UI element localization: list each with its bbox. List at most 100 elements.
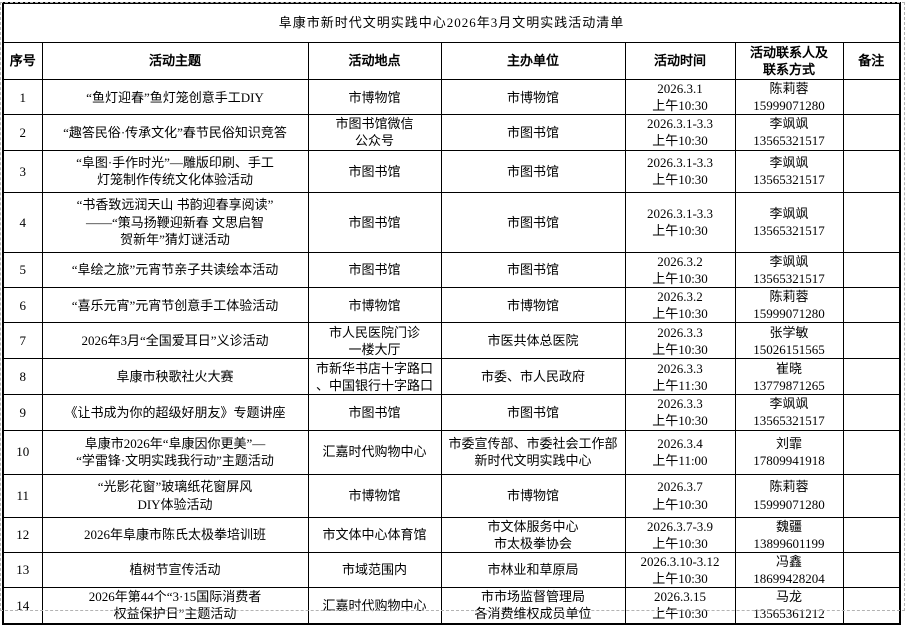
cell-theme: “光影花窗”玻璃纸花窗屏风 DIY体验活动	[41, 473, 309, 518]
cell-location: 市图书馆微信 公众号	[307, 114, 442, 151]
cell-organizer: 市图书馆	[440, 114, 626, 151]
cell-line: “趣答民俗·传承文化”春节民俗知识竞答	[63, 124, 287, 140]
cell-line: 13565321517	[753, 413, 825, 429]
cell-line: 上午10:30	[652, 306, 708, 322]
cell-line: 灯笼制作传统文化体验活动	[96, 172, 253, 188]
cell-contact: 李飒飒 13565321517	[734, 394, 844, 431]
cell-line: 10	[16, 444, 30, 460]
table-row: 10 阜康市2026年“阜康因你更美”— “学雷锋·文明实践我行动”主题活动 汇嘉时代…	[2, 429, 901, 475]
cell-remark	[842, 149, 901, 193]
cell-contact: 刘霏 17809941918	[734, 429, 844, 475]
cell-line: 活动时间	[653, 53, 706, 69]
cell-organizer: 市委宣传部、市委社会工作部 新时代文明实践中心	[440, 429, 626, 475]
column-header-seq: 序号	[2, 42, 43, 80]
cell-line: 马龙	[775, 589, 802, 605]
cell-line: 13565321517	[753, 223, 825, 239]
cell-theme: “趣答民俗·传承文化”春节民俗知识竞答	[41, 114, 309, 151]
cell-location: 汇嘉时代购物中心	[307, 429, 442, 475]
column-header-contact: 活动联系人及 联系方式	[734, 42, 844, 80]
column-header-theme: 活动主题	[41, 42, 309, 80]
cell-remark	[842, 286, 901, 324]
cell-line: 3	[19, 163, 27, 179]
cell-theme: 阜康市秧歌社火大赛	[41, 358, 309, 396]
cell-line: 陈莉蓉	[769, 81, 809, 96]
cell-organizer: 市委、市人民政府	[440, 358, 626, 396]
cell-line: 李飒飒	[769, 396, 809, 412]
cell-location: 市图书馆	[307, 191, 442, 253]
cell-line: 8	[19, 369, 27, 385]
cell-line: 刘霏	[775, 435, 802, 451]
cell-seq: 13	[2, 551, 43, 589]
cell-remark	[842, 551, 901, 589]
cell-line: 4	[19, 214, 27, 230]
cell-time: 2026.3.1 上午10:30	[624, 78, 736, 116]
table-row: 7 2026年3月“全国爱耳日”义诊活动 市人民医院门诊 一楼大厅 市医共体总医院 202…	[2, 322, 901, 360]
cell-line: 各消费维权成员单位	[474, 606, 592, 622]
cell-line: 2026.3.1-3.3	[646, 154, 714, 170]
cell-time: 2026.3.3 上午11:30	[624, 358, 736, 396]
cell-line: 一楼大厅	[348, 341, 401, 357]
cell-seq: 6	[2, 286, 43, 324]
cell-line: 13565361212	[753, 606, 825, 622]
table-row: 11 “光影花窗”玻璃纸花窗屏风 DIY体验活动 市博物馆 市博物馆 2026.3.7 上午…	[2, 473, 901, 518]
cell-time: 2026.3.10-3.12 上午10:30	[624, 551, 736, 589]
cell-contact: 崔晓 13779871265	[734, 358, 844, 396]
cell-location: 市图书馆	[307, 251, 442, 288]
cell-line: 上午10:30	[652, 571, 708, 587]
cell-line: 市委宣传部、市委社会工作部	[448, 435, 618, 451]
cell-line: 2026.3.1	[657, 81, 703, 96]
cell-line: 新时代文明实践中心	[474, 453, 592, 469]
cell-time: 2026.3.3 上午10:30	[624, 322, 736, 360]
cell-remark	[842, 587, 901, 625]
cell-line: 上午10:30	[652, 133, 708, 149]
cell-line: 6	[19, 297, 27, 313]
cell-remark	[842, 78, 901, 116]
cell-line: 13565321517	[753, 133, 825, 149]
cell-line: “书香致远润天山 书韵迎春享阅读”	[76, 197, 274, 213]
column-header-organizer: 主办单位	[440, 42, 626, 80]
cell-line: 上午10:30	[652, 98, 708, 114]
cell-line: 崔晓	[775, 360, 802, 376]
cell-remark	[842, 394, 901, 431]
cell-time: 2026.3.7 上午10:30	[624, 473, 736, 518]
cell-remark	[842, 322, 901, 360]
cell-theme: 2026年阜康市陈氏太极拳培训班	[41, 516, 309, 553]
cell-line: 上午10:30	[652, 341, 708, 357]
cell-line: 2026.3.4	[657, 435, 703, 451]
table-row: 9 《让书成为你的超级好朋友》专题讲座 市图书馆 市图书馆 2026.3.3 上午10:3…	[2, 394, 901, 431]
cell-line: 2026.3.15	[654, 589, 706, 605]
cell-contact: 陈莉蓉 15999071280	[734, 78, 844, 116]
cell-seq: 9	[2, 394, 43, 431]
cell-theme: “阜图·手作时光”—雕版印刷、手工 灯笼制作传统文化体验活动	[41, 149, 309, 193]
cell-seq: 11	[2, 473, 43, 518]
cell-remark	[842, 358, 901, 396]
table-row: 4 “书香致远润天山 书韵迎春享阅读” ——“策马扬鞭迎新春 文思启智 贺新年”猜灯谜…	[2, 191, 901, 253]
cell-line: 18699428204	[753, 571, 825, 587]
cell-line: 市市场监督管理局	[480, 589, 585, 605]
cell-line: 市博物馆	[348, 89, 401, 105]
cell-time: 2026.3.1-3.3 上午10:30	[624, 191, 736, 253]
cell-time: 2026.3.2 上午10:30	[624, 286, 736, 324]
cell-seq: 3	[2, 149, 43, 193]
cell-line: 7	[19, 333, 27, 349]
cell-line: 15999071280	[753, 496, 825, 512]
cell-location: 市图书馆	[307, 394, 442, 431]
cell-seq: 5	[2, 251, 43, 288]
cell-line: “光影花窗”玻璃纸花窗屏风	[97, 479, 253, 495]
table-row: 6 “喜乐元宵”元宵节创意手工体验活动 市博物馆 市博物馆 2026.3.2 上午10:3…	[2, 286, 901, 324]
cell-line: “阜绘之旅”元宵节亲子共读绘本活动	[71, 262, 279, 278]
cell-theme: “阜绘之旅”元宵节亲子共读绘本活动	[41, 251, 309, 288]
cell-line: 市图书馆	[506, 262, 559, 278]
cell-remark	[842, 251, 901, 288]
cell-line: 序号	[9, 53, 36, 69]
cell-contact: 李飒飒 13565321517	[734, 251, 844, 288]
page-title: 阜康市新时代文明实践中心2026年3月文明实践活动清单	[2, 2, 901, 43]
cell-theme: 2026年3月“全国爱耳日”义诊活动	[41, 322, 309, 360]
cell-time: 2026.3.4 上午11:00	[624, 429, 736, 475]
cell-line: 张学敏	[769, 324, 809, 340]
cell-contact: 冯鑫 18699428204	[734, 551, 844, 589]
cell-contact: 马龙 13565361212	[734, 587, 844, 625]
cell-line: 9	[19, 404, 27, 420]
cell-seq: 12	[2, 516, 43, 553]
cell-line: 李飒飒	[769, 205, 809, 221]
